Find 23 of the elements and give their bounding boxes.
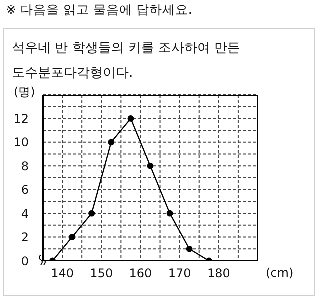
y-tick-label: 6: [21, 183, 29, 198]
point: [88, 210, 96, 217]
point: [108, 139, 115, 146]
x-tick-label: 150: [90, 266, 114, 281]
chart-title: ※ 다음을 읽고 물음에 답하세요.: [6, 2, 192, 19]
y-axis-title: (명): [14, 84, 36, 101]
y-tick-label: 4: [21, 206, 29, 221]
point: [186, 246, 193, 252]
point: [166, 210, 174, 217]
x-tick-label: 180: [207, 266, 230, 281]
x-tick-label: 140: [51, 266, 74, 281]
point: [147, 162, 154, 170]
x-tick-label: 170: [168, 266, 192, 281]
chart-subtitle: 석우네 반 학생들의 키를 조사하여 만든 도수분포다각형이다.: [12, 40, 242, 83]
y-tick-label: 0: [21, 254, 29, 268]
point: [128, 116, 134, 122]
x-tick-label: 160: [129, 266, 152, 281]
point: [69, 234, 76, 240]
y-tick-label: 12: [14, 112, 29, 126]
x-axis-title: (cm): [266, 266, 294, 280]
y-tick-label: 10: [14, 136, 29, 150]
y-tick-label: 2: [21, 230, 29, 245]
y-tick-label: 8: [21, 159, 29, 174]
